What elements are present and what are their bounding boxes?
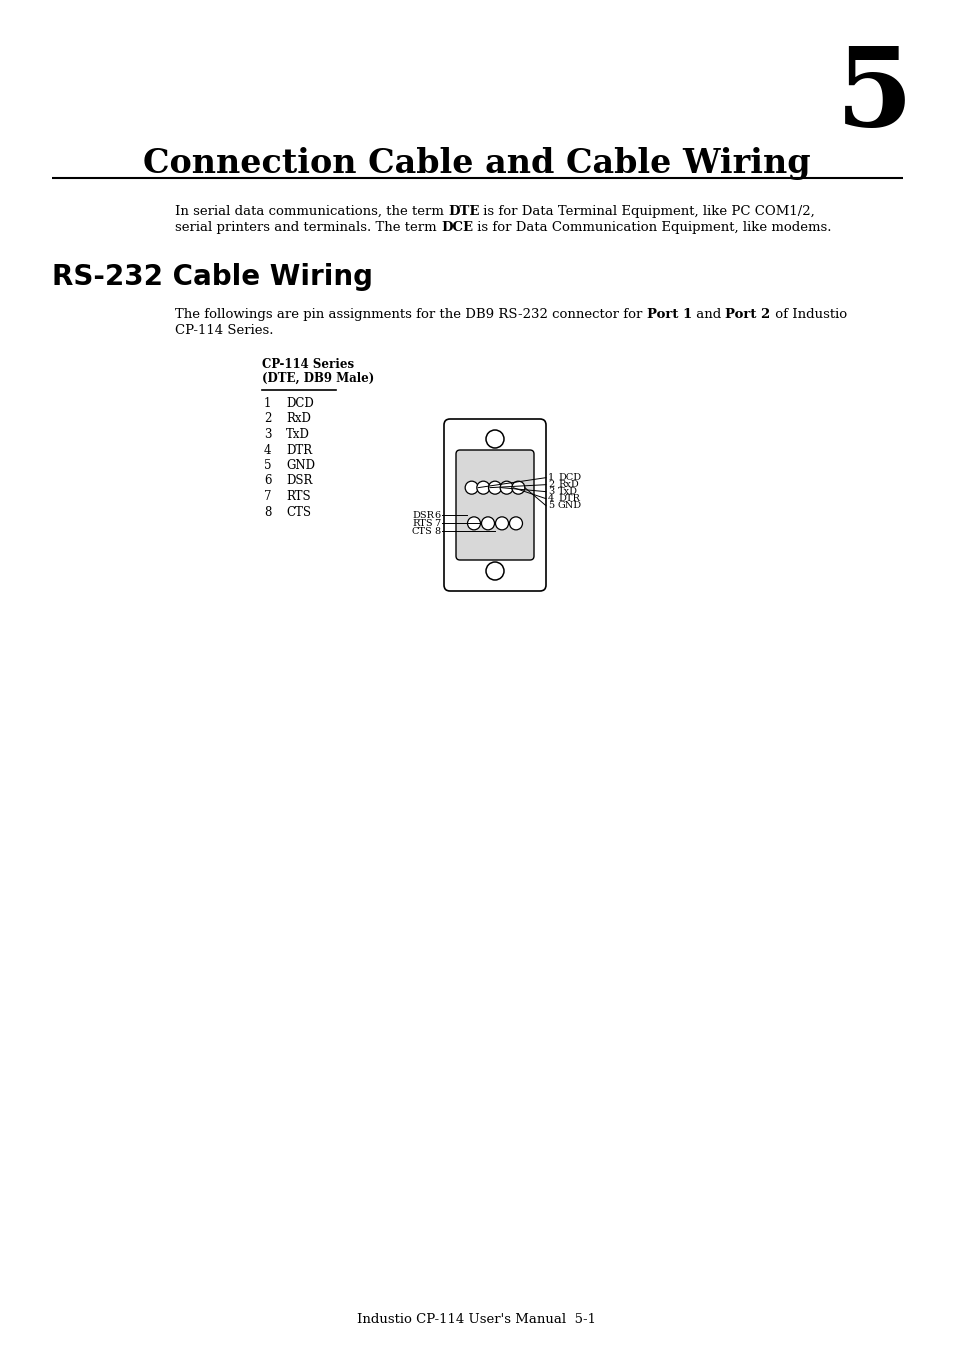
Circle shape: [481, 517, 494, 530]
Circle shape: [476, 481, 489, 494]
Text: 5: 5: [547, 501, 554, 511]
Text: serial printers and terminals. The term: serial printers and terminals. The term: [174, 222, 440, 234]
Text: TxD: TxD: [558, 488, 578, 496]
Text: of Industio: of Industio: [770, 308, 846, 322]
Circle shape: [512, 481, 524, 494]
Text: 6: 6: [264, 474, 272, 488]
Text: RTS: RTS: [412, 519, 432, 528]
Circle shape: [485, 562, 503, 580]
Text: 1: 1: [264, 397, 271, 409]
FancyBboxPatch shape: [456, 450, 534, 561]
FancyBboxPatch shape: [443, 419, 545, 590]
Text: 4: 4: [547, 494, 554, 503]
Text: Connection Cable and Cable Wiring: Connection Cable and Cable Wiring: [143, 146, 810, 180]
Text: CTS: CTS: [412, 527, 433, 536]
Text: 8: 8: [434, 527, 439, 536]
Text: 1: 1: [547, 473, 554, 482]
Text: 2: 2: [547, 480, 554, 489]
Text: 3: 3: [264, 428, 272, 440]
Circle shape: [465, 481, 477, 494]
Text: RS-232 Cable Wiring: RS-232 Cable Wiring: [52, 263, 373, 290]
Text: 6: 6: [434, 511, 439, 520]
Text: DCD: DCD: [286, 397, 314, 409]
Circle shape: [467, 517, 480, 530]
Circle shape: [488, 481, 501, 494]
Text: DTR: DTR: [286, 443, 312, 457]
Text: Port 2: Port 2: [724, 308, 770, 322]
Text: 5: 5: [836, 42, 913, 149]
Text: GND: GND: [286, 459, 314, 471]
Text: (DTE, DB9 Male): (DTE, DB9 Male): [262, 372, 374, 385]
Text: 8: 8: [264, 505, 271, 519]
Text: 7: 7: [264, 490, 272, 503]
Text: 4: 4: [264, 443, 272, 457]
Text: DCD: DCD: [558, 473, 580, 482]
Text: DTE: DTE: [448, 205, 479, 218]
Text: CTS: CTS: [286, 505, 311, 519]
Text: 7: 7: [434, 519, 439, 528]
Text: 3: 3: [547, 488, 554, 496]
Circle shape: [509, 517, 522, 530]
Text: and: and: [691, 308, 724, 322]
Text: CP-114 Series.: CP-114 Series.: [174, 324, 274, 336]
Text: DTR: DTR: [558, 494, 579, 503]
Text: Industio CP-114 User's Manual  5-1: Industio CP-114 User's Manual 5-1: [357, 1313, 596, 1325]
Text: GND: GND: [558, 501, 581, 511]
Text: DCE: DCE: [440, 222, 473, 234]
Circle shape: [495, 517, 508, 530]
Text: 2: 2: [264, 412, 271, 426]
Text: RxD: RxD: [286, 412, 311, 426]
Text: In serial data communications, the term: In serial data communications, the term: [174, 205, 448, 218]
Circle shape: [485, 430, 503, 449]
Text: is for Data Communication Equipment, like modems.: is for Data Communication Equipment, lik…: [473, 222, 830, 234]
Text: TxD: TxD: [286, 428, 310, 440]
Text: is for Data Terminal Equipment, like PC COM1/2,: is for Data Terminal Equipment, like PC …: [479, 205, 815, 218]
Text: DSR: DSR: [286, 474, 312, 488]
Text: The followings are pin assignments for the DB9 RS-232 connector for: The followings are pin assignments for t…: [174, 308, 646, 322]
Text: RTS: RTS: [286, 490, 311, 503]
Text: DSR: DSR: [412, 511, 434, 520]
Circle shape: [499, 481, 513, 494]
Text: Port 1: Port 1: [646, 308, 691, 322]
Text: 5: 5: [264, 459, 272, 471]
Text: CP-114 Series: CP-114 Series: [262, 358, 354, 372]
Text: RxD: RxD: [558, 480, 578, 489]
